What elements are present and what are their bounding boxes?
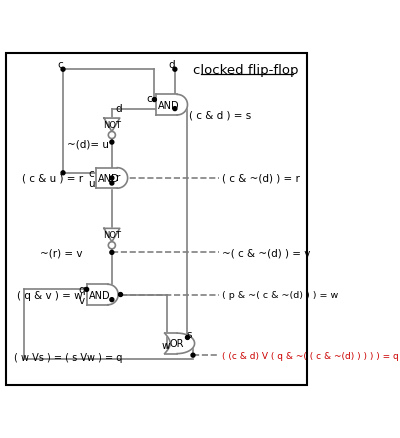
Text: c: c bbox=[146, 94, 152, 104]
Text: ( c & u ) = r: ( c & u ) = r bbox=[22, 173, 83, 184]
Circle shape bbox=[186, 336, 190, 339]
Text: ~(d)= u: ~(d)= u bbox=[67, 139, 109, 149]
Polygon shape bbox=[104, 119, 120, 132]
Text: ( (c & d) V ( q & ~( ( c & ~(d) ) ) ) ) = q: ( (c & d) V ( q & ~( ( c & ~(d) ) ) ) ) … bbox=[222, 351, 399, 360]
Text: NOT: NOT bbox=[103, 231, 121, 240]
Text: ( c & ~(d) ) = r: ( c & ~(d) ) = r bbox=[222, 173, 300, 184]
Text: v: v bbox=[79, 295, 85, 305]
Text: c: c bbox=[89, 169, 94, 178]
Text: s: s bbox=[186, 329, 192, 339]
Circle shape bbox=[61, 68, 65, 72]
Circle shape bbox=[61, 171, 65, 175]
Polygon shape bbox=[96, 168, 117, 189]
Circle shape bbox=[191, 353, 195, 357]
Circle shape bbox=[110, 182, 114, 186]
Text: ( q & v ) = w: ( q & v ) = w bbox=[17, 290, 83, 300]
Text: d: d bbox=[168, 60, 175, 71]
Polygon shape bbox=[117, 168, 128, 189]
Polygon shape bbox=[156, 95, 177, 116]
Circle shape bbox=[110, 298, 114, 302]
Polygon shape bbox=[108, 285, 118, 305]
Polygon shape bbox=[87, 285, 108, 305]
Polygon shape bbox=[177, 95, 188, 116]
Text: ~( c & ~(d) ) = v: ~( c & ~(d) ) = v bbox=[222, 248, 310, 258]
Text: w: w bbox=[161, 340, 170, 350]
Text: AND: AND bbox=[88, 290, 110, 300]
Circle shape bbox=[173, 107, 177, 111]
Text: AND: AND bbox=[158, 100, 179, 110]
Polygon shape bbox=[165, 333, 194, 354]
Polygon shape bbox=[104, 229, 120, 242]
Text: q: q bbox=[78, 285, 85, 295]
Circle shape bbox=[108, 132, 116, 139]
Circle shape bbox=[173, 68, 177, 72]
Circle shape bbox=[152, 99, 156, 102]
Text: c: c bbox=[57, 60, 63, 71]
Circle shape bbox=[85, 288, 89, 292]
Text: ( c & d ) = s: ( c & d ) = s bbox=[189, 110, 251, 120]
Text: clocked flip-flop: clocked flip-flop bbox=[193, 64, 298, 77]
FancyBboxPatch shape bbox=[6, 53, 307, 385]
Circle shape bbox=[108, 242, 116, 249]
Text: ~(r) = v: ~(r) = v bbox=[40, 248, 83, 258]
Circle shape bbox=[110, 141, 114, 145]
Text: AND: AND bbox=[98, 173, 120, 184]
Circle shape bbox=[110, 177, 114, 180]
Text: r: r bbox=[116, 173, 120, 183]
Circle shape bbox=[110, 251, 114, 255]
Text: NOT: NOT bbox=[103, 120, 121, 130]
Text: ( w Vs ) = ( s Vw ) = q: ( w Vs ) = ( s Vw ) = q bbox=[14, 352, 122, 362]
Text: OR: OR bbox=[170, 339, 184, 349]
Text: u: u bbox=[88, 179, 94, 189]
Circle shape bbox=[118, 293, 122, 297]
Text: d: d bbox=[116, 103, 122, 113]
Text: ( p & ~( c & ~(d) ) ) = w: ( p & ~( c & ~(d) ) ) = w bbox=[222, 290, 338, 299]
